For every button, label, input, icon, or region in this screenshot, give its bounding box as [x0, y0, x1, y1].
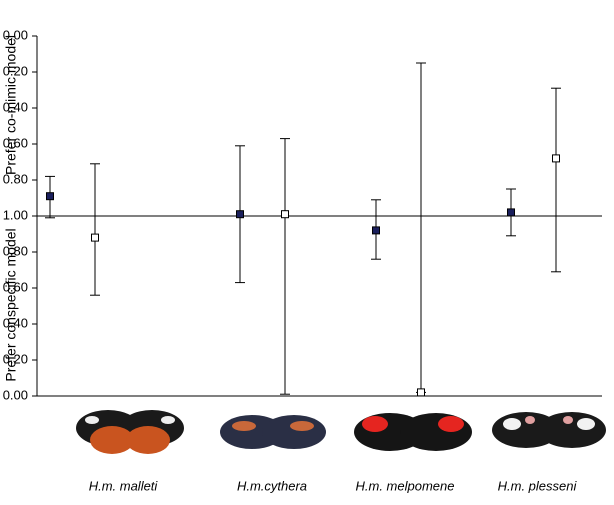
y-tick-label: 0.00 — [3, 27, 28, 42]
y-tick-label: 0.00 — [3, 387, 28, 402]
y-tick-label: 1.00 — [3, 207, 28, 222]
x-tick-label: H.m. malleti — [89, 478, 159, 493]
x-tick-label: H.m. plesseni — [498, 478, 578, 493]
point — [418, 389, 425, 396]
y-tick-label: 0.40 — [3, 315, 28, 330]
y-tick-label: 0.20 — [3, 351, 28, 366]
point — [508, 209, 515, 216]
x-tick-label: H.m. melpomene — [356, 478, 455, 493]
y-tick-label: 0.80 — [3, 243, 28, 258]
y-tick-label: 0.40 — [3, 99, 28, 114]
point — [47, 193, 54, 200]
chart: Prefer conspecific model Prefer co-mimic… — [0, 0, 614, 500]
y-tick-label: 0.80 — [3, 171, 28, 186]
y-tick-label: 0.60 — [3, 279, 28, 294]
point — [553, 155, 560, 162]
point — [92, 234, 99, 241]
x-tick-label: H.m.cythera — [237, 478, 307, 493]
butterfly-plesseni — [492, 412, 606, 448]
butterfly-malleti — [76, 410, 184, 454]
point — [373, 227, 380, 234]
y-tick-label: 0.20 — [3, 63, 28, 78]
butterfly-cythera — [220, 415, 326, 449]
point — [237, 211, 244, 218]
point — [282, 211, 289, 218]
y-tick-label: 0.60 — [3, 135, 28, 150]
butterfly-melpomene — [354, 413, 472, 451]
